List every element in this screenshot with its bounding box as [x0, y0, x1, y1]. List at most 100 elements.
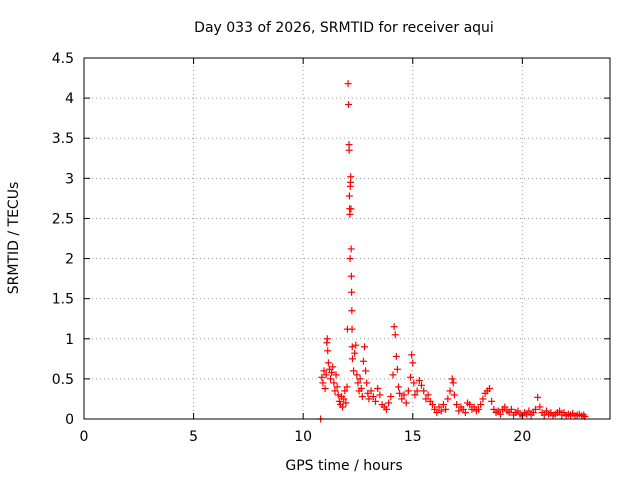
data-point	[435, 403, 443, 411]
y-tick-label: 4.5	[52, 51, 74, 67]
data-point	[371, 397, 379, 405]
plot-frame	[83, 57, 611, 420]
data-point	[396, 389, 404, 397]
data-point	[347, 205, 355, 213]
data-point	[324, 347, 332, 355]
data-point	[339, 403, 347, 411]
data-point	[531, 405, 539, 413]
data-point	[439, 401, 447, 409]
data-point	[345, 146, 353, 154]
data-point	[450, 391, 458, 399]
data-point	[347, 245, 355, 253]
data-point	[488, 397, 496, 405]
data-point	[446, 387, 454, 395]
x-tick-label: 15	[404, 429, 422, 445]
data-point	[428, 401, 436, 409]
data-point	[333, 383, 341, 391]
data-points	[317, 80, 589, 423]
data-point	[433, 409, 441, 417]
data-point	[400, 391, 408, 399]
data-point	[540, 411, 548, 419]
data-point	[348, 355, 356, 363]
data-point	[410, 379, 418, 387]
data-point	[385, 399, 393, 407]
data-point	[327, 375, 335, 383]
data-point	[422, 395, 430, 403]
y-tick-label: 1	[65, 332, 74, 348]
data-point	[357, 385, 365, 393]
data-point	[350, 367, 358, 375]
data-point	[580, 411, 588, 419]
data-point	[409, 359, 417, 367]
data-point	[413, 387, 421, 395]
chart-title: Day 033 of 2026, SRMTID for receiver aqu…	[194, 20, 494, 36]
data-point	[341, 387, 349, 395]
y-tick-label: 0	[65, 412, 74, 428]
data-point	[424, 391, 432, 399]
data-point	[363, 379, 371, 387]
data-point	[556, 407, 564, 415]
y-tick-label: 3.5	[52, 131, 74, 147]
data-point	[534, 393, 542, 401]
data-point	[437, 407, 445, 415]
y-tick-label: 4	[65, 91, 74, 107]
data-point	[348, 343, 356, 351]
data-point	[453, 401, 461, 409]
data-point	[395, 383, 403, 391]
data-point	[501, 403, 509, 411]
data-point	[389, 371, 397, 379]
y-axis-title: SRMTID / TECUs	[6, 182, 22, 295]
data-point	[391, 331, 399, 339]
data-point	[367, 387, 375, 395]
data-point	[345, 101, 353, 109]
data-point	[323, 335, 331, 343]
data-point	[352, 341, 360, 349]
data-point	[351, 349, 359, 357]
data-point	[318, 373, 326, 381]
data-point	[444, 395, 452, 403]
data-point	[449, 379, 457, 387]
data-point	[408, 351, 416, 359]
data-point	[348, 307, 356, 315]
data-point	[479, 395, 487, 403]
x-axis-title: GPS time / hours	[285, 458, 402, 474]
data-point	[466, 401, 474, 409]
x-tick-label: 20	[513, 429, 531, 445]
data-point	[321, 385, 329, 393]
data-point	[402, 399, 410, 407]
data-point	[358, 393, 366, 401]
data-point	[353, 371, 361, 379]
data-point	[347, 173, 355, 181]
data-point	[340, 395, 348, 403]
grid-lines	[84, 58, 610, 419]
data-point	[411, 391, 419, 399]
data-point	[507, 405, 515, 413]
data-point	[376, 391, 384, 399]
data-point	[343, 383, 351, 391]
data-point	[322, 371, 330, 379]
data-point	[348, 288, 356, 296]
data-point	[362, 367, 370, 375]
y-tick-label: 0.5	[52, 372, 74, 388]
data-point	[346, 210, 354, 218]
data-point	[382, 405, 390, 413]
data-point	[346, 255, 354, 263]
data-point	[369, 393, 377, 401]
data-point	[392, 352, 400, 360]
data-point	[455, 407, 463, 415]
data-point	[361, 343, 369, 351]
data-point	[398, 395, 406, 403]
data-point	[461, 409, 469, 417]
data-point	[328, 368, 336, 376]
data-point	[342, 399, 350, 407]
data-point	[356, 375, 364, 383]
data-point	[319, 379, 327, 387]
data-point	[477, 401, 485, 409]
x-tick-label: 10	[294, 429, 312, 445]
data-point	[420, 387, 428, 395]
data-point	[448, 375, 456, 383]
data-point	[335, 397, 343, 405]
data-point	[365, 395, 373, 403]
data-point	[320, 367, 328, 375]
